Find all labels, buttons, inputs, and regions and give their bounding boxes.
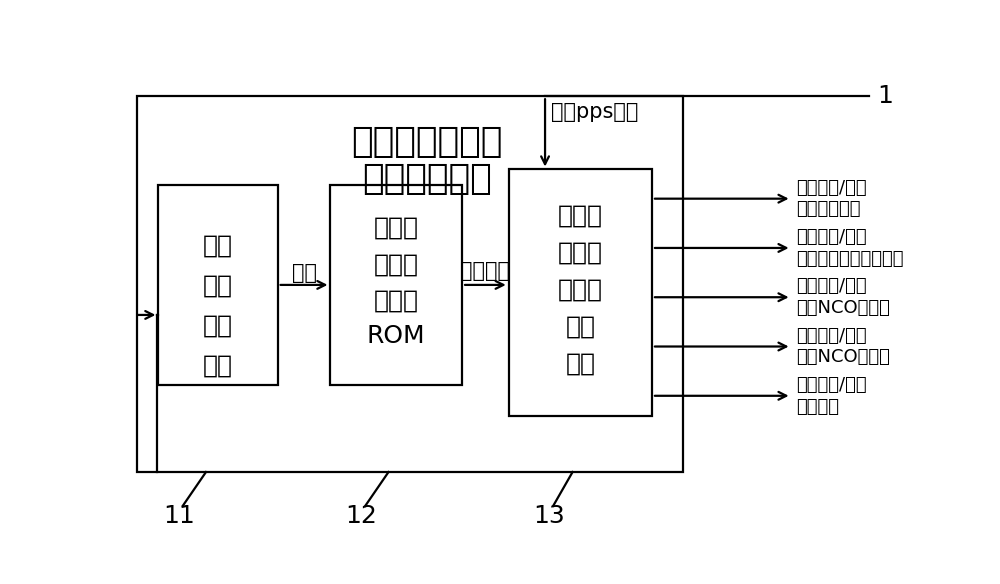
Text: 解析: 解析 — [565, 315, 595, 339]
Text: 终端上行/接收: 终端上行/接收 — [796, 376, 867, 394]
Text: 终端上行/接收: 终端上行/接收 — [796, 277, 867, 296]
Text: 伪码NCO控制字: 伪码NCO控制字 — [796, 299, 890, 317]
Text: 终端上行及接收: 终端上行及接收 — [352, 126, 503, 159]
Text: 读取: 读取 — [203, 234, 233, 258]
Text: 模块: 模块 — [203, 354, 233, 378]
Text: 模块: 模块 — [565, 352, 595, 376]
Text: 1: 1 — [877, 84, 893, 108]
Text: 终端上: 终端上 — [374, 215, 419, 239]
Text: 收参数: 收参数 — [558, 277, 603, 301]
Text: 11: 11 — [163, 504, 195, 528]
Text: 参数模拟模块: 参数模拟模块 — [362, 162, 492, 196]
Text: 行及接: 行及接 — [374, 252, 419, 276]
Text: 13: 13 — [533, 504, 565, 528]
Text: 收参数: 收参数 — [374, 289, 419, 313]
Text: 时隙控制信号: 时隙控制信号 — [796, 200, 861, 218]
Text: 多址参数: 多址参数 — [460, 261, 510, 281]
Text: 伪码多项式及初始相位: 伪码多项式及初始相位 — [796, 250, 904, 267]
Text: 终端上行/接收: 终端上行/接收 — [796, 228, 867, 246]
Text: 终端上: 终端上 — [558, 204, 603, 228]
Text: 终端上行/接收: 终端上行/接收 — [796, 179, 867, 197]
Text: 终端上行/接收: 终端上行/接收 — [796, 326, 867, 345]
Text: 地址: 地址 — [292, 263, 317, 283]
Text: 通道选择: 通道选择 — [796, 398, 839, 416]
Text: 本地pps信号: 本地pps信号 — [551, 102, 639, 121]
Text: 行及接: 行及接 — [558, 241, 603, 265]
Text: ROM: ROM — [367, 324, 426, 347]
Text: 控制: 控制 — [203, 314, 233, 338]
Text: 载波NCO控制字: 载波NCO控制字 — [796, 348, 890, 366]
Text: 12: 12 — [345, 504, 377, 528]
Text: 地址: 地址 — [203, 274, 233, 298]
